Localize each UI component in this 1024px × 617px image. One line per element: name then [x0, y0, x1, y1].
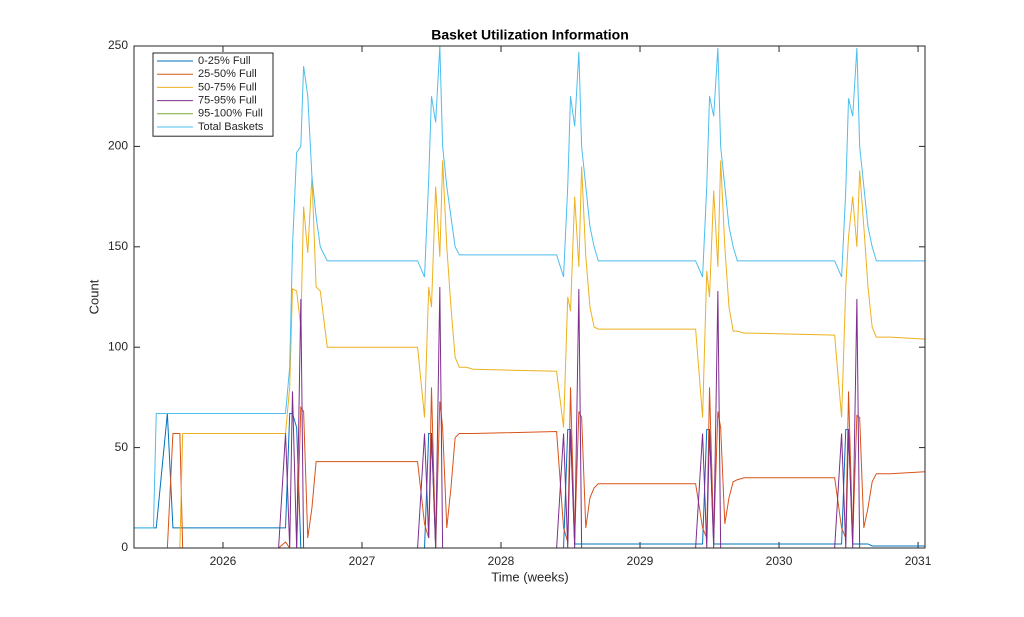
- legend-label: 75-95% Full: [198, 95, 257, 107]
- x-tick-label: 2030: [766, 554, 793, 568]
- x-axis-label: Time (weeks): [491, 569, 569, 584]
- x-tick-label: 2026: [210, 554, 237, 568]
- series-line: [134, 45, 925, 529]
- legend-label: 25-50% Full: [198, 68, 257, 80]
- chart-title: Basket Utilization Information: [431, 27, 629, 43]
- legend-label: 95-100% Full: [198, 108, 263, 120]
- y-tick-label: 100: [108, 339, 128, 353]
- legend-label: 0-25% Full: [198, 55, 251, 67]
- y-tick-label: 0: [121, 540, 128, 554]
- series-line: [134, 387, 926, 549]
- x-tick-label: 2029: [627, 554, 654, 568]
- legend-label: Total Baskets: [198, 121, 264, 133]
- x-tick-label: 2027: [349, 554, 376, 568]
- x-tick-label: 2028: [488, 554, 515, 568]
- y-tick-label: 200: [108, 139, 128, 153]
- plot-frame: [133, 45, 926, 549]
- y-tick-label: 250: [108, 38, 128, 52]
- legend-label: 50-75% Full: [198, 81, 257, 93]
- series-line: [134, 286, 925, 549]
- x-tick-label: 2031: [905, 554, 932, 568]
- y-axis-label: Count: [86, 279, 101, 314]
- legend-box: [152, 52, 274, 137]
- y-tick-label: 150: [108, 239, 128, 253]
- y-tick-label: 50: [115, 440, 129, 454]
